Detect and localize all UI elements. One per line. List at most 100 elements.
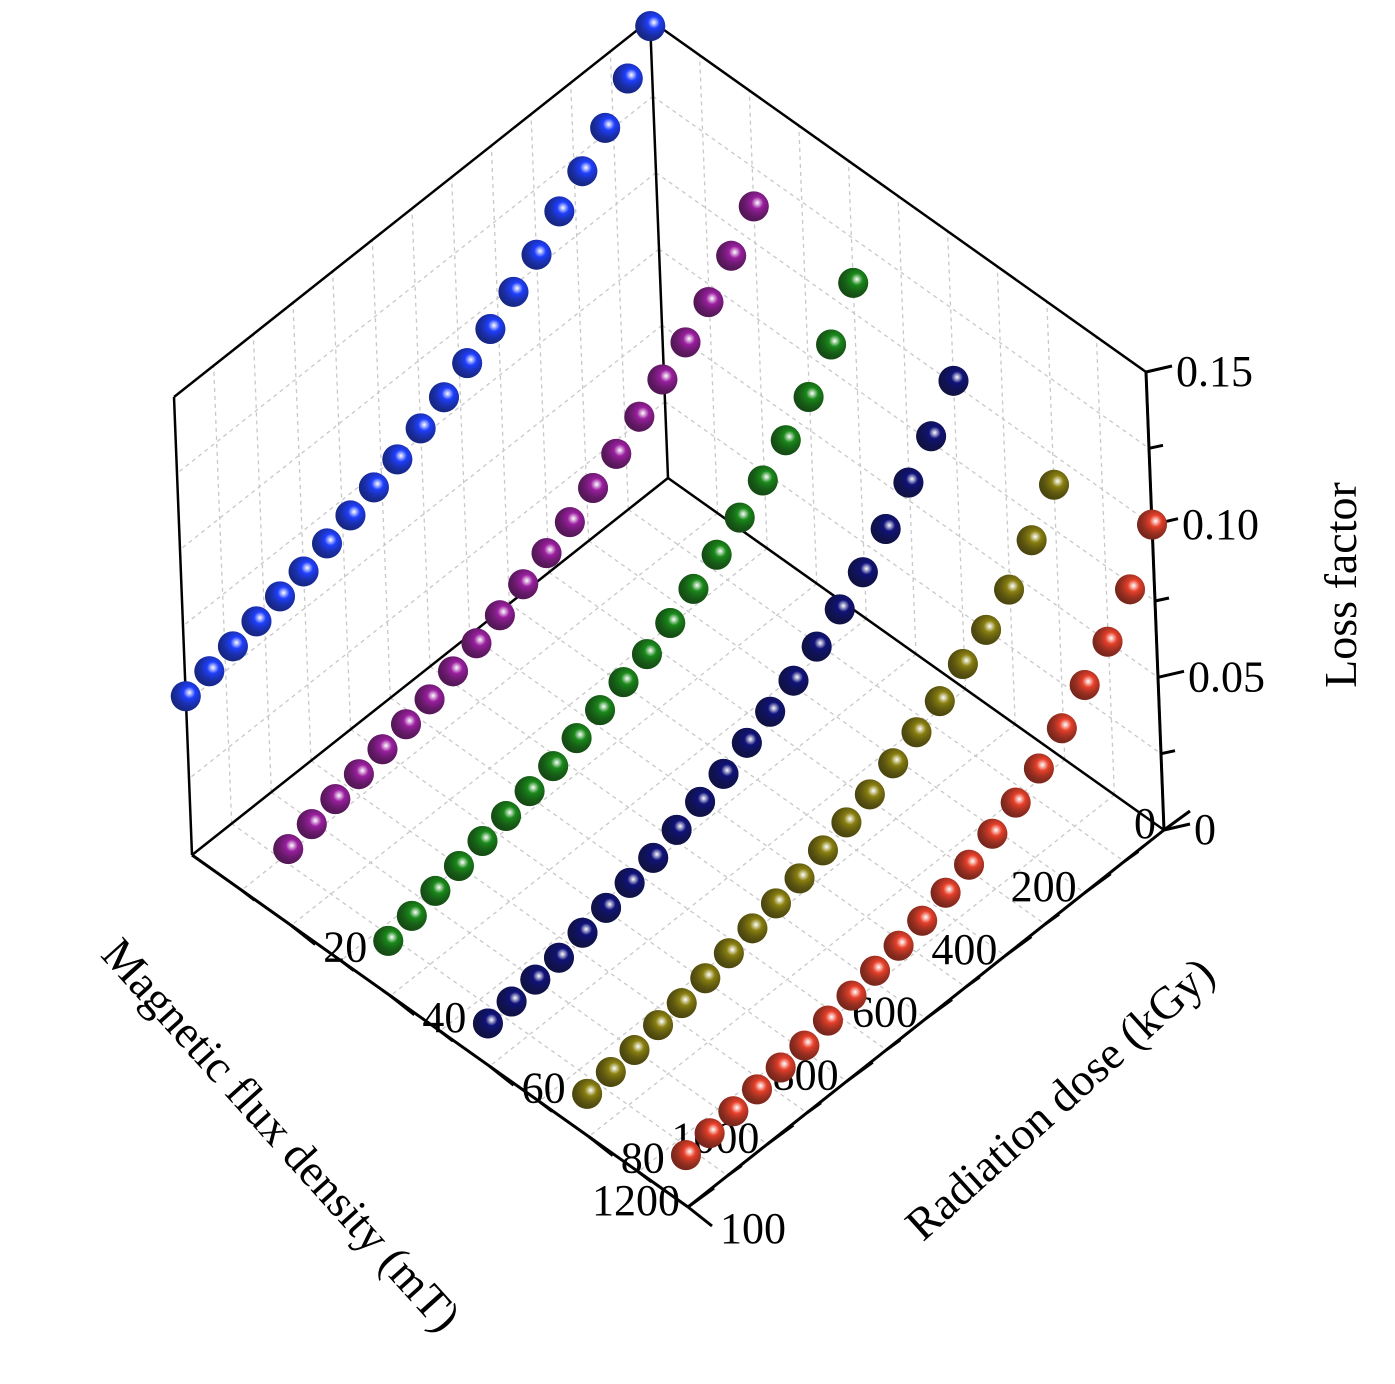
grid-line-x-wall <box>570 82 590 541</box>
data-point-shading <box>438 656 468 687</box>
z-axis-minor-tick <box>1154 596 1170 603</box>
data-point-shading <box>614 867 645 898</box>
grid-line-y-floor <box>290 547 768 926</box>
data-point-shading <box>508 569 539 600</box>
grid-line-z-left-wall <box>176 95 654 474</box>
data-point-shading <box>793 381 824 412</box>
y-axis-tick-label: 100 <box>720 1204 786 1253</box>
data-point-shading <box>836 980 867 1011</box>
data-point-shading <box>265 581 295 612</box>
series-40-kgy <box>373 267 869 956</box>
x-axis-minor-tick <box>1044 913 1060 926</box>
grid-line-y-floor <box>340 583 818 962</box>
data-point-shading <box>701 539 732 570</box>
grid-line-z-right-wall <box>655 172 1153 526</box>
data-point-shading <box>391 709 421 740</box>
data-point-shading <box>452 348 483 379</box>
z-axis-tick-label: 0.05 <box>1188 652 1265 701</box>
grid-line-z-left-wall <box>185 324 663 703</box>
x-axis-tick-label: 200 <box>1011 862 1077 911</box>
data-point-shading <box>1023 753 1054 784</box>
y-axis-tick <box>488 1065 515 1087</box>
grid-line-x-wall <box>332 271 352 730</box>
data-point-shading <box>467 826 498 857</box>
data-point-shading <box>870 513 901 544</box>
grid-line-x-floor <box>469 634 967 988</box>
data-point-shading <box>498 276 529 307</box>
box-edge-floor-left <box>191 477 669 856</box>
data-point-shading <box>838 267 869 298</box>
x-axis-tick <box>687 1186 715 1209</box>
x-axis-minor-tick <box>964 975 981 989</box>
data-point-shading <box>666 988 697 1019</box>
data-point-shading <box>765 1052 796 1083</box>
data-point-shading <box>373 925 404 956</box>
data-point-shading <box>883 930 914 961</box>
data-point-shading <box>554 507 585 538</box>
grid-line-z-right-wall <box>664 401 1162 755</box>
data-point-shading <box>217 631 248 662</box>
data-point-shading <box>443 850 474 881</box>
data-point-shading <box>382 444 413 475</box>
data-point-shading <box>1016 525 1047 556</box>
data-point-shading <box>367 734 398 765</box>
data-point-shading <box>938 365 969 396</box>
data-point-shading <box>631 639 662 670</box>
z-axis-tick-label: 0.15 <box>1176 347 1253 396</box>
z-axis-minor-tick <box>1148 443 1164 450</box>
data-point-shading <box>994 574 1025 605</box>
data-point-shading <box>724 502 755 533</box>
z-axis-tick <box>1163 822 1191 832</box>
data-point-shading <box>635 11 666 42</box>
y-axis-minor-tick <box>240 889 256 902</box>
data-point-shading <box>241 606 272 637</box>
y-axis-minor-tick <box>538 1100 554 1113</box>
y-axis-minor-tick <box>637 1170 653 1183</box>
x-axis-tick-label: 0 <box>1134 799 1156 848</box>
data-point-shading <box>860 955 891 986</box>
data-point-shading <box>194 656 225 687</box>
x-axis-tick-label: 400 <box>931 925 997 974</box>
grid-line-y-wall <box>946 231 967 690</box>
data-point-shading <box>520 964 551 995</box>
x-axis-title: Magnetic flux density (mT) <box>92 928 471 1341</box>
data-point-shading <box>670 1140 701 1171</box>
data-point-shading <box>428 382 459 413</box>
x-axis-minor-tick <box>885 1038 902 1052</box>
data-point-shading <box>1039 469 1069 500</box>
grid-line-x-floor <box>231 823 729 1177</box>
data-point-shading <box>595 1056 626 1087</box>
data-point-shading <box>414 684 445 715</box>
grid-line-y-wall <box>1046 301 1066 760</box>
grid-line-z-left-wall <box>182 248 660 627</box>
grid-line-y-floor <box>389 618 867 997</box>
data-point-shading <box>854 779 885 810</box>
x-axis-tick <box>1004 935 1033 957</box>
series-0-kgy <box>170 11 666 712</box>
y-axis-tick <box>687 1205 713 1228</box>
z-axis-tick <box>1157 669 1185 679</box>
grid-line-z-left-wall <box>188 401 666 780</box>
grid-line-y-floor <box>588 759 1066 1138</box>
data-point-shading <box>807 835 838 866</box>
data-point-shading <box>1069 670 1100 701</box>
data-point-shading <box>718 1096 749 1127</box>
y-axis-title: Radiation dose (kGy) <box>895 947 1223 1250</box>
data-point-shading <box>847 557 878 588</box>
z-axis-title: Loss factor <box>1315 482 1366 688</box>
x-axis-tick <box>766 1123 795 1146</box>
series-20-kgy <box>273 191 769 865</box>
z-axis-tick <box>1145 364 1173 374</box>
box-edge-floor-right <box>667 476 1165 832</box>
data-point-shading <box>538 751 569 782</box>
data-point-shading <box>801 631 832 662</box>
data-point-shading <box>543 942 574 973</box>
grid-line-y-wall <box>698 55 719 514</box>
data-point-shading <box>491 801 522 832</box>
data-point-shading <box>738 191 769 222</box>
data-point-shading <box>924 686 955 717</box>
data-point-shading <box>1046 713 1077 744</box>
data-point-shading <box>760 888 791 919</box>
data-point-shading <box>472 1008 503 1039</box>
box-edge-top-right <box>649 18 1147 374</box>
